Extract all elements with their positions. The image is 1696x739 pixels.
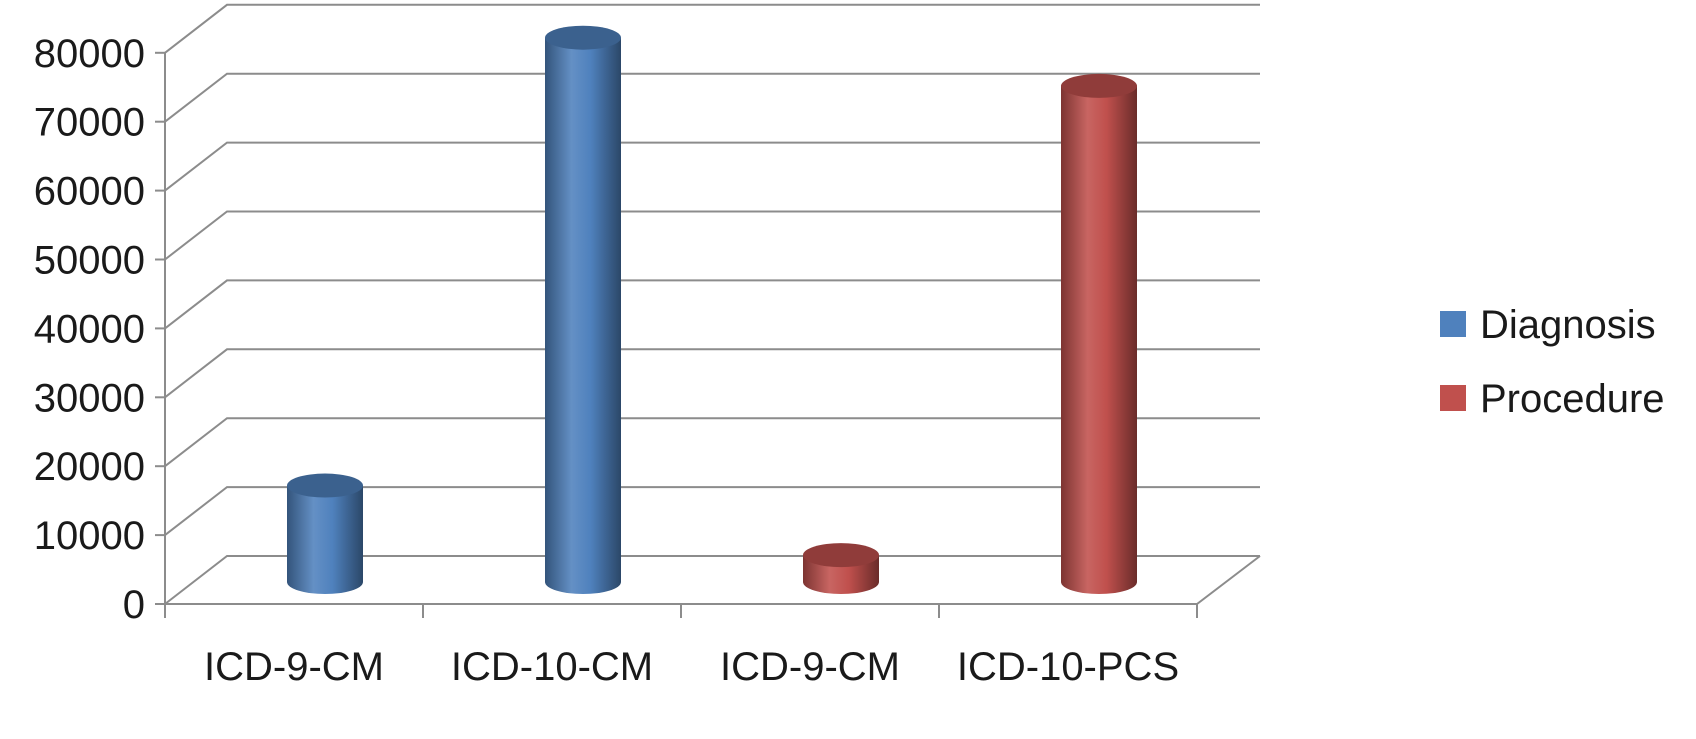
legend: Diagnosis Procedure [1440,303,1665,421]
y-tick-label: 20000 [34,445,145,489]
gridline [164,555,1260,605]
y-tick-label: 10000 [34,514,145,558]
bar [545,25,621,594]
legend-label: Diagnosis [1480,303,1656,347]
x-tick-label: ICD-10-PCS [957,645,1179,689]
y-tick-label: 80000 [34,32,145,76]
gridline [164,3,1260,54]
y-tick-label: 0 [123,583,145,627]
y-tick-label: 50000 [34,239,145,283]
legend-swatch [1440,311,1466,337]
bars [287,25,1137,595]
gridline [164,417,1260,467]
bar-body [1061,85,1137,595]
gridline [164,141,1260,192]
y-tick-label: 30000 [34,376,145,420]
y-tick-label: 40000 [34,307,145,351]
legend-swatch [1440,385,1466,411]
gridline [164,210,1260,261]
gridline [164,279,1260,330]
axes [155,51,1261,618]
bar-top [1061,73,1137,98]
x-tick-label: ICD-9-CM [204,645,384,689]
bar-body [545,37,621,594]
gridline [164,348,1260,399]
bar-top [287,473,363,498]
gridline [164,486,1260,536]
gridline [164,72,1260,123]
bar-top [545,25,621,50]
legend-label: Procedure [1480,377,1665,421]
x-tick-label: ICD-9-CM [720,645,900,689]
x-tick-label: ICD-10-CM [451,645,653,689]
gridlines [164,3,1260,605]
bar [803,543,879,594]
y-tick-label: 60000 [34,170,145,214]
tick-labels: 0 10000 20000 30000 40000 50000 60000 70000 8000… [34,32,1179,689]
bar-body [287,485,363,594]
bar [287,473,363,594]
y-tick-label: 70000 [34,101,145,145]
bar [1061,73,1137,595]
bar-top [803,543,879,568]
